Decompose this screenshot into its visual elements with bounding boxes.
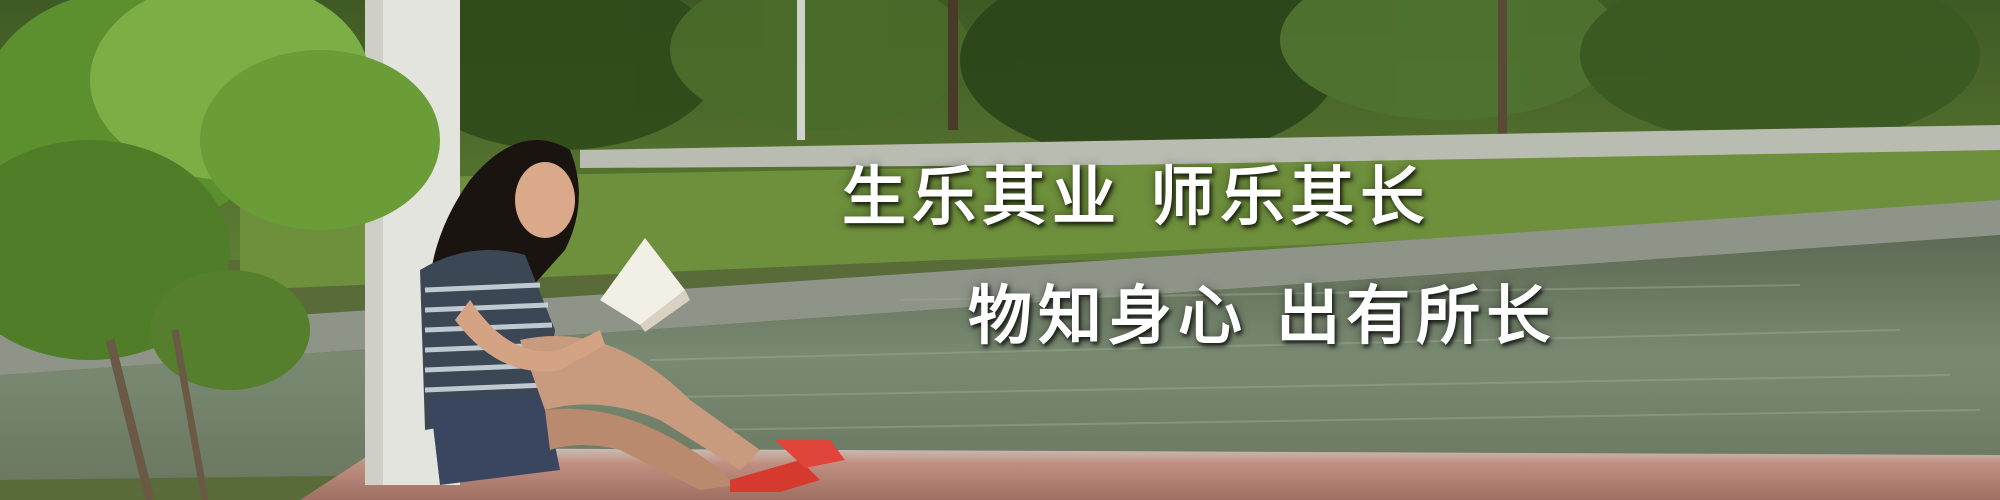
slogan-line-2: 物知身心 出有所长 [968, 280, 1557, 354]
slogan-line-1: 生乐其业 师乐其长 [842, 161, 1431, 235]
girl-reading [420, 140, 845, 492]
background-trees [400, 0, 1980, 160]
foreground-tree [0, 0, 440, 500]
